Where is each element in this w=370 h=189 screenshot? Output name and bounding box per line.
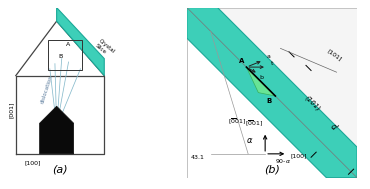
Polygon shape bbox=[187, 8, 357, 178]
Text: [100]: [100] bbox=[24, 161, 41, 166]
Text: t: t bbox=[271, 61, 273, 66]
Polygon shape bbox=[40, 106, 74, 154]
Text: b: b bbox=[260, 75, 264, 80]
Text: [001]: [001] bbox=[9, 101, 14, 118]
Text: (b): (b) bbox=[264, 164, 280, 174]
Polygon shape bbox=[57, 8, 104, 76]
Text: (a): (a) bbox=[52, 164, 68, 174]
Bar bbox=[48, 40, 82, 70]
Text: A: A bbox=[66, 43, 71, 47]
Text: [100]: [100] bbox=[291, 153, 307, 158]
Text: d: d bbox=[328, 122, 338, 132]
Polygon shape bbox=[187, 8, 357, 178]
Text: (101): (101) bbox=[304, 94, 322, 112]
Text: 43.1: 43.1 bbox=[190, 155, 204, 160]
Text: dislocation: dislocation bbox=[40, 74, 54, 104]
Text: Crystal
Slice: Crystal Slice bbox=[94, 38, 116, 59]
Text: $[\overline{0}01]$: $[\overline{0}01]$ bbox=[245, 119, 263, 128]
Polygon shape bbox=[246, 67, 275, 96]
Text: B: B bbox=[58, 54, 62, 59]
Text: a: a bbox=[267, 54, 270, 59]
Text: $[\overline{0}01]$: $[\overline{0}01]$ bbox=[228, 117, 246, 126]
Text: A: A bbox=[239, 58, 245, 64]
Text: [101]: [101] bbox=[327, 48, 343, 62]
Text: B: B bbox=[267, 98, 272, 104]
Text: $\alpha$: $\alpha$ bbox=[246, 136, 253, 145]
Text: 90-$\alpha$: 90-$\alpha$ bbox=[275, 157, 292, 165]
